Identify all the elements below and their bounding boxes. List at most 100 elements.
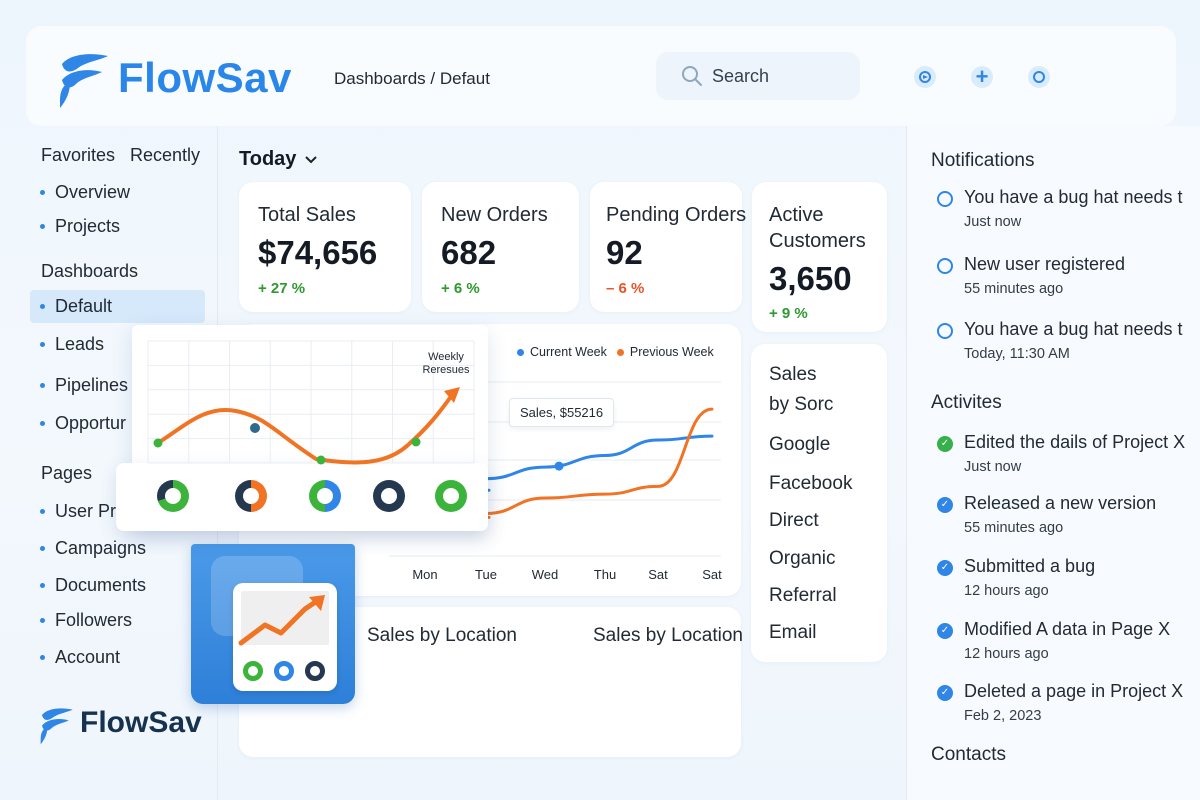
app-logo[interactable]: FlowSav [56, 50, 296, 110]
sidebar-item-label: Campaigns [55, 538, 147, 558]
sidebar-item-label: Default [55, 296, 113, 316]
check-icon: ✓ [937, 685, 953, 701]
data-point [411, 437, 421, 447]
notification-ring-icon [937, 323, 953, 339]
stat-card-total-sales[interactable]: Total Sales $74,656 + 27 % [239, 182, 411, 312]
title-line-1: Sales [769, 364, 817, 385]
source-item-google[interactable]: Google [769, 434, 831, 455]
notification-time: Today, 11:30 AM [964, 346, 1070, 362]
source-item-facebook[interactable]: Facebook [769, 473, 853, 494]
sidebar-item-label: Documents [55, 575, 147, 595]
source-item-direct[interactable]: Direct [769, 510, 819, 531]
sidebar-item-user-profile[interactable]: User Pr [40, 501, 116, 522]
activity-time: Just now [964, 459, 1022, 475]
tab-favorites[interactable]: Favorites [41, 145, 116, 165]
overlay-donut-3-icon [309, 480, 341, 512]
stat-value: 682 [441, 234, 497, 271]
bullet-icon [40, 618, 45, 623]
sidebar-item-campaigns[interactable]: Campaigns [40, 538, 146, 559]
stat-card-new-orders[interactable]: New Orders 682 + 6 % [422, 182, 579, 312]
overlay-donut-2-icon [235, 480, 267, 512]
check-icon: ✓ [937, 497, 953, 513]
sidebar-item-label: Pipelines [55, 375, 129, 395]
flowsav-logo-icon [40, 708, 73, 745]
weekly-revenue-line [156, 393, 454, 465]
source-item-email[interactable]: Email [769, 622, 817, 643]
sidebar-item-label: Opportur [55, 413, 127, 433]
bullet-icon [40, 383, 45, 388]
footer-logo-text: FlowSav [80, 706, 202, 739]
data-point [250, 423, 260, 433]
search-icon [682, 66, 702, 86]
sidebar-item-documents[interactable]: Documents [40, 575, 146, 596]
bullet-icon [40, 342, 45, 347]
bullet-icon [40, 546, 45, 551]
data-point [153, 438, 163, 448]
stat-card-pending-orders[interactable]: Pending Orders 92 – 6 % [590, 182, 746, 312]
plus-icon[interactable]: + [971, 66, 993, 88]
sidebar-item-pipelines[interactable]: Pipelines [40, 375, 128, 396]
notification-text: You have a bug hat needs t [964, 319, 1183, 339]
stat-value: 92 [606, 234, 643, 271]
search-box[interactable]: Search [656, 52, 860, 100]
stat-value: $74,656 [258, 234, 378, 271]
sidebar-item-projects[interactable]: Projects [40, 216, 120, 237]
stat-label: New Orders [441, 204, 548, 226]
breadcrumb[interactable]: Dashboards / Defaut [334, 69, 490, 88]
contacts-title: Contacts [931, 744, 1006, 765]
tab-recently[interactable]: Recently [130, 145, 201, 165]
stat-label: Active Customers [769, 204, 866, 252]
donut-navy-icon [305, 661, 325, 681]
record-icon[interactable] [914, 66, 936, 88]
activity-time: 12 hours ago [964, 646, 1049, 662]
bullet-icon [40, 421, 45, 426]
sidebar-item-default[interactable]: Default [40, 296, 112, 317]
stat-change: + 27 % [258, 280, 306, 297]
notifications-title: Notifications [931, 150, 1035, 171]
source-item-referral[interactable]: Referral [769, 585, 837, 606]
x-tick-label: Sat [648, 567, 668, 582]
overlay-donut-1-icon [157, 480, 189, 512]
sidebar-item-opportunities[interactable]: Opportur [40, 413, 126, 434]
trend-arrow-icon [444, 387, 460, 403]
tooltip-text: Sales, $55216 [520, 405, 604, 420]
app-icon-donuts [243, 659, 329, 681]
check-icon: ✓ [937, 436, 953, 452]
notification-time: 55 minutes ago [964, 281, 1064, 297]
legend-previous-week: Previous Week [629, 345, 714, 359]
activities-title: Activites [931, 392, 1002, 413]
sidebar-item-overview[interactable]: Overview [40, 182, 130, 203]
activity-time: 55 minutes ago [964, 520, 1064, 536]
sidebar-item-account[interactable]: Account [40, 647, 120, 668]
overlay-donut-4-icon [373, 480, 405, 512]
x-tick-label: Mon [412, 567, 437, 582]
data-point [316, 455, 326, 465]
title-line-2: by Sorc [769, 394, 834, 415]
check-icon: ✓ [937, 560, 953, 576]
location-title-2: Sales by Location [593, 625, 743, 646]
revenue-line-chart: Mon Tue Wed Thu Sat Sat [389, 381, 722, 582]
notification-time: Just now [964, 214, 1022, 230]
sidebar-item-label: Account [55, 647, 121, 667]
stat-change: + 6 % [441, 280, 480, 297]
bullet-icon [40, 509, 45, 514]
circle-icon[interactable] [1028, 66, 1050, 88]
stat-card-active-customers[interactable]: Active Customers 3,650 + 9 % [752, 182, 887, 332]
sidebar-item-label: Leads [55, 334, 105, 354]
search-input[interactable]: Search [712, 66, 770, 86]
sidebar-item-label: User Pr [55, 501, 117, 521]
section-title-pages: Pages [41, 463, 93, 483]
location-title-1: Sales by Location [367, 625, 517, 646]
activity-time: 12 hours ago [964, 583, 1049, 599]
sidebar-item-followers[interactable]: Followers [40, 610, 132, 631]
activity-time: Feb 2, 2023 [964, 708, 1042, 724]
sidebar-item-label: Projects [55, 216, 121, 236]
legend-current-week: Current Week [530, 345, 607, 359]
stat-change: – 6 % [606, 280, 645, 297]
sidebar-item-leads[interactable]: Leads [40, 334, 104, 355]
data-point [554, 461, 564, 471]
source-item-organic[interactable]: Organic [769, 548, 836, 569]
active-item-highlight [30, 290, 205, 323]
legend-dot-previous [616, 348, 624, 356]
date-filter[interactable]: Today [239, 148, 318, 171]
